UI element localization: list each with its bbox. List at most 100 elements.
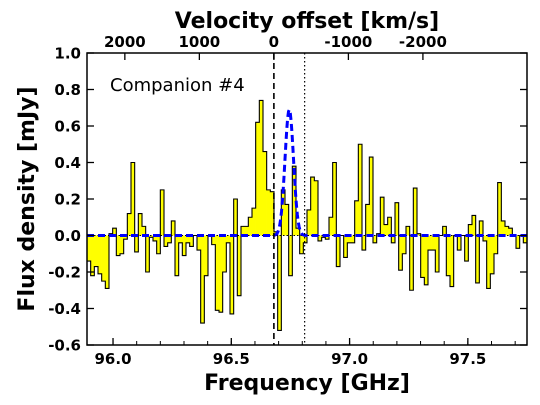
histogram-bin	[270, 191, 275, 236]
histogram-bin	[164, 235, 168, 247]
histogram-bin	[219, 235, 223, 313]
histogram-bin	[409, 235, 414, 291]
plot-frame	[86, 52, 528, 346]
annotation-label: Companion #4	[110, 75, 245, 96]
histogram-bin	[277, 235, 282, 331]
histogram-bin	[131, 162, 135, 236]
histogram-bin	[362, 235, 366, 251]
histogram-bin	[435, 235, 440, 272]
histogram-bin	[112, 228, 117, 236]
y-tick-label: -0.4	[48, 300, 81, 318]
histogram-bin	[391, 235, 396, 243]
histogram-bin	[501, 220, 506, 236]
histogram-bin	[424, 235, 429, 285]
histogram-bin	[303, 235, 308, 243]
histogram-bin	[101, 235, 106, 282]
histogram-bin	[116, 235, 121, 256]
histogram-bin	[318, 235, 322, 241]
histogram-bin	[329, 217, 333, 236]
histogram-bin	[120, 235, 124, 254]
histogram-bin	[134, 235, 139, 252]
histogram-bin	[244, 226, 249, 236]
histogram-bin	[175, 235, 179, 276]
histogram-bin	[483, 235, 487, 241]
histogram-bin	[153, 235, 157, 241]
histogram-bin	[505, 226, 509, 236]
histogram-bin	[285, 204, 289, 236]
histogram-bin	[197, 235, 201, 251]
fit-series	[87, 105, 527, 237]
histogram-bin	[186, 235, 190, 243]
gaussian-fit-line	[87, 105, 527, 237]
top-tick-label: -1000	[324, 33, 372, 51]
histogram-bin	[281, 189, 286, 236]
histogram-bin	[142, 226, 146, 236]
histogram-bin	[248, 217, 253, 236]
histogram-bin	[94, 235, 99, 267]
histogram-bin	[296, 228, 300, 236]
histogram-bin	[292, 166, 297, 236]
histogram-bin	[395, 202, 399, 236]
histogram-bin	[105, 235, 110, 289]
histogram-bin	[365, 204, 370, 236]
histogram-bin	[472, 215, 476, 236]
histogram-bin	[138, 213, 143, 236]
axis-labels: 96.0 96.5 97.0 97.5 -0.6 -0.4 -0.2 0.0 0.2 0.4 0.6…	[48, 33, 486, 368]
histogram-bin	[343, 235, 348, 258]
histogram-bin	[384, 224, 388, 236]
histogram-bin	[200, 235, 205, 324]
histogram-bin	[373, 235, 377, 243]
histogram-bin	[369, 157, 374, 236]
histogram-bin	[156, 235, 161, 254]
y-tick-label: -0.2	[48, 264, 81, 282]
histogram-bin	[380, 197, 385, 236]
reference-lines	[273, 53, 306, 345]
histogram-bin	[464, 235, 469, 262]
histogram-bin	[516, 235, 520, 249]
histogram-bin	[255, 122, 260, 236]
histogram-bin	[204, 235, 209, 276]
histogram-outline	[87, 99, 527, 331]
histogram-bin	[123, 235, 128, 240]
histogram-bin	[417, 233, 421, 236]
y-tick-label: 0.8	[54, 81, 81, 99]
top-tick-label: 0	[269, 33, 279, 51]
histogram-bin	[233, 199, 238, 236]
histogram-bin	[442, 226, 447, 236]
top-tick-label: 1000	[178, 33, 220, 51]
histogram-bin	[479, 220, 484, 236]
histogram-bin	[178, 235, 183, 243]
histogram-bin	[145, 235, 150, 272]
histogram-bin	[523, 235, 527, 243]
histogram-bin	[398, 235, 403, 271]
y-tick-label: 0.6	[54, 118, 81, 136]
histogram-bin	[351, 235, 355, 243]
y-tick-label: 1.0	[54, 45, 81, 63]
histogram-bin	[468, 224, 473, 236]
x-axis-title: Frequency [GHz]	[204, 371, 410, 396]
histogram-bin	[171, 220, 176, 236]
histogram-bin	[332, 162, 337, 236]
histogram-bin	[310, 177, 315, 236]
y-axis-title: Flux density [mJy]	[15, 86, 40, 311]
histogram-bin	[237, 235, 242, 296]
top-tick-label: -2000	[399, 33, 447, 51]
histogram-bin	[211, 235, 216, 245]
top-tick-label: 2000	[104, 33, 146, 51]
histogram-bin	[167, 235, 172, 243]
histogram-bin	[241, 226, 245, 236]
y-tick-label: -0.6	[48, 337, 81, 355]
x-tick-label: 97.0	[331, 350, 368, 368]
histogram-bin	[457, 235, 462, 251]
histogram-bin	[486, 235, 491, 289]
histogram-bin	[230, 235, 234, 314]
histogram-bin	[387, 217, 392, 236]
histogram-bin	[347, 235, 352, 243]
top-axis-title: Velocity offset [km/s]	[175, 9, 439, 34]
histogram-bin	[314, 180, 319, 236]
x-tick-label: 96.5	[213, 350, 250, 368]
histogram-bin	[494, 235, 498, 254]
histogram-bin	[402, 235, 407, 254]
